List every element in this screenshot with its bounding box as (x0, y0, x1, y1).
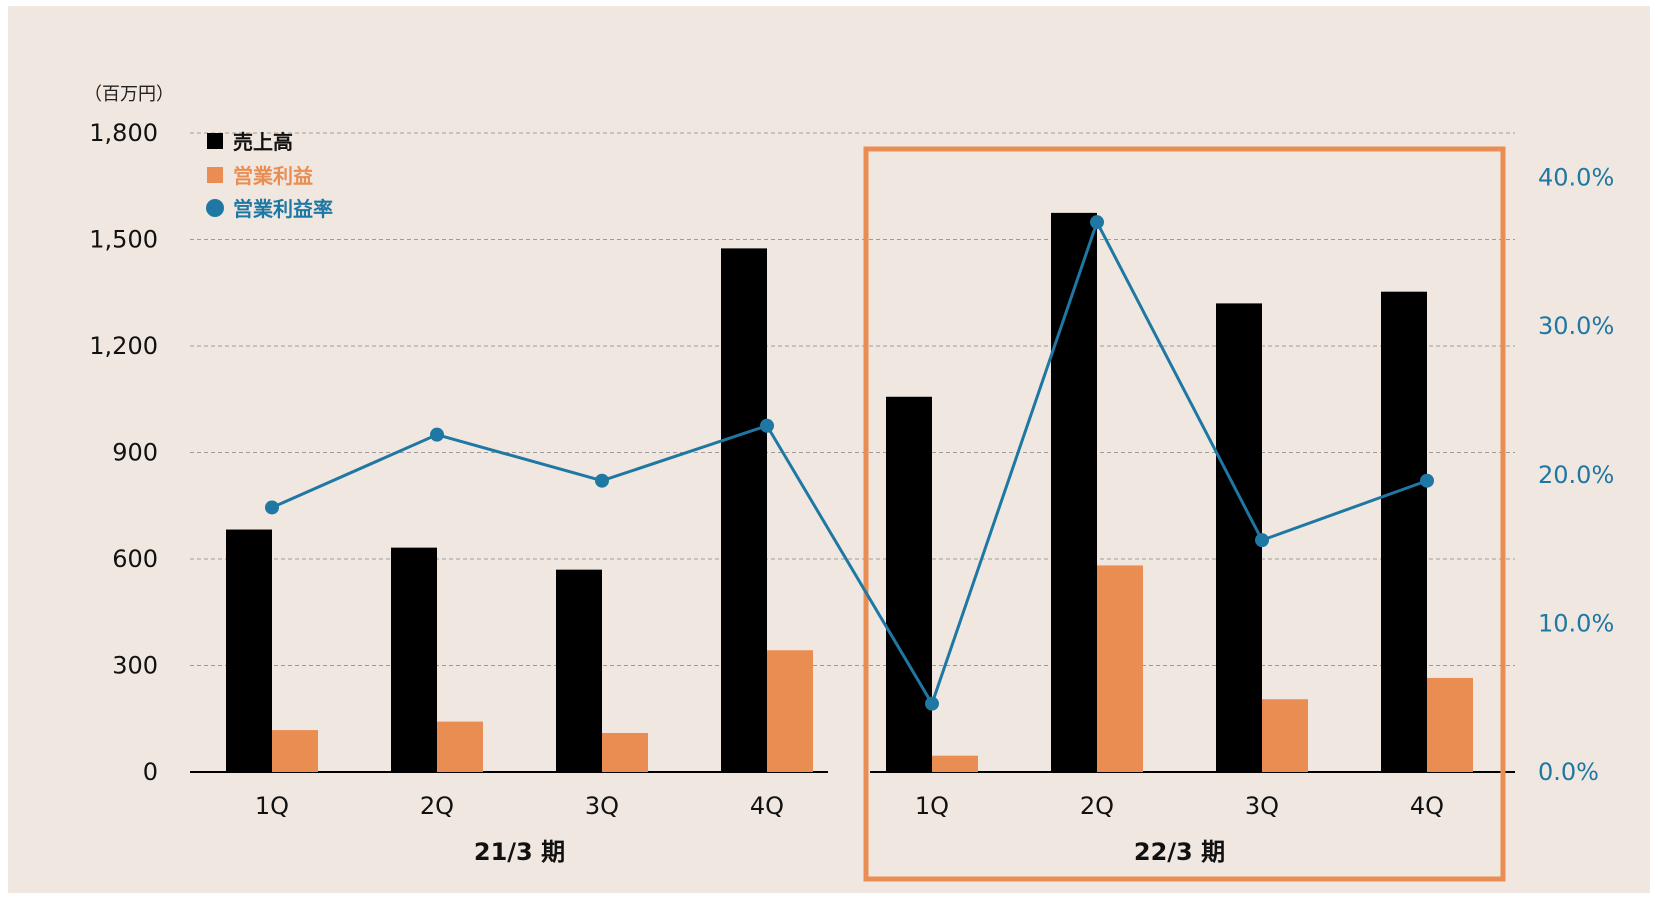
legend-swatch-sales (207, 133, 223, 149)
legend-label-operating-margin: 営業利益率 (233, 197, 333, 221)
x-tick-label: 3Q (585, 792, 619, 820)
y-left-tick-label: 1,200 (89, 332, 158, 360)
y-right-tick-label: 30.0% (1538, 312, 1614, 340)
y-left-tick-label: 600 (112, 545, 158, 573)
y-left-tick-label: 1,800 (89, 119, 158, 147)
y-left-tick-label: 0 (143, 758, 158, 786)
x-tick-label: 1Q (915, 792, 949, 820)
bar-sales (721, 248, 767, 772)
y-right-tick-label: 40.0% (1538, 164, 1614, 192)
legend-swatch-operating-profit (207, 167, 223, 183)
x-tick-label: 4Q (750, 792, 784, 820)
x-tick-label: 2Q (420, 792, 454, 820)
line-point-operating-margin (925, 696, 939, 711)
y-right-tick-label: 10.0% (1538, 609, 1614, 637)
bar-operating-profit (437, 721, 483, 772)
y-left-tick-label: 900 (112, 439, 158, 467)
x-tick-label: 3Q (1245, 792, 1279, 820)
bar-operating-profit (1097, 565, 1143, 772)
bar-sales (886, 396, 932, 772)
legend-label-operating-profit: 営業利益 (233, 164, 313, 188)
highlight-frame (863, 146, 1506, 882)
bar-sales (391, 547, 437, 772)
line-point-operating-margin (1090, 215, 1104, 230)
bar-operating-profit (932, 755, 978, 772)
x-tick-label: 1Q (255, 792, 289, 820)
x-tick-label: 2Q (1080, 792, 1114, 820)
bar-sales (226, 529, 272, 772)
line-point-operating-margin (760, 418, 774, 433)
bar-sales (1381, 291, 1427, 772)
y-left-tick-label: 300 (112, 652, 158, 680)
bar-operating-profit (1427, 677, 1473, 772)
y-left-tick-label: 1,500 (89, 226, 158, 254)
y-right-tick-label: 0.0% (1538, 758, 1599, 786)
line-point-operating-margin (430, 427, 444, 442)
x-tick-label: 4Q (1410, 792, 1444, 820)
legend-swatch-operating-margin (206, 199, 224, 217)
series-line-operating-margin (271, 218, 1428, 708)
bar-sales (1051, 212, 1097, 772)
bar-operating-profit (767, 650, 813, 772)
bar-operating-profit (602, 732, 648, 772)
y-right-tick-label: 20.0% (1538, 461, 1614, 489)
bar-operating-profit (272, 730, 318, 772)
line-point-operating-margin (265, 500, 279, 515)
unit-label: （百万円） (84, 84, 174, 105)
group-label: 22/3 期 (1134, 838, 1225, 866)
group-label: 21/3 期 (474, 838, 565, 866)
bar-sales (1216, 303, 1262, 772)
line-point-operating-margin (1255, 533, 1269, 548)
bar-operating-profit (1262, 699, 1308, 772)
bar-sales (556, 569, 602, 772)
legend-label-sales: 売上高 (233, 130, 293, 154)
line-point-operating-margin (1420, 473, 1434, 488)
line-point-operating-margin (595, 473, 609, 488)
